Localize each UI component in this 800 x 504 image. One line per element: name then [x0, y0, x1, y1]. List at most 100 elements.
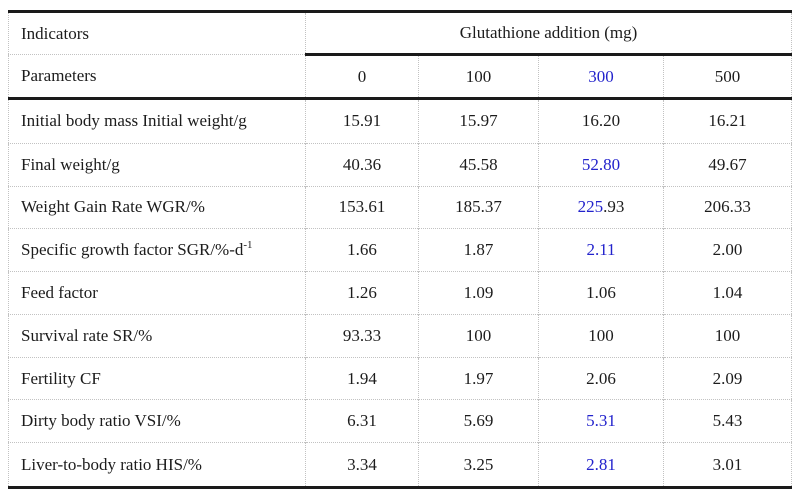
- value-cell: 49.67: [662, 142, 792, 187]
- row-label: Final weight/g: [8, 142, 306, 187]
- value-cell: 100: [538, 313, 664, 358]
- value-segment: 225: [577, 197, 604, 217]
- value-segment: 206.33: [704, 197, 751, 217]
- value-segment: 3.34: [347, 454, 377, 474]
- value-cell: 45.58: [418, 142, 539, 187]
- glutathione-group-header: Glutathione addition (mg): [304, 11, 792, 56]
- value-segment: 2.00: [712, 240, 743, 260]
- value-cell: 15.97: [418, 98, 539, 144]
- column-header-300: 300: [538, 54, 664, 100]
- unit-superscript: -1: [243, 238, 253, 251]
- value-segment: 100: [588, 325, 614, 345]
- value-cell: 1.06: [538, 271, 664, 315]
- value-segment: 3.25: [463, 454, 494, 474]
- glutathione-results-table: Indicators Glutathione addition (mg) Par…: [8, 10, 793, 489]
- row-label: Fertility CF: [8, 356, 306, 400]
- row-label: Liver-to-body ratio HIS/%: [8, 442, 306, 488]
- value-cell: 2.00: [662, 228, 792, 272]
- value-segment: 2.11: [586, 240, 616, 260]
- value-cell: 100: [662, 313, 792, 358]
- value-cell: 5.43: [662, 399, 792, 443]
- value-cell: 3.34: [305, 442, 419, 488]
- value-cell: 225.93: [538, 185, 664, 229]
- table-row: Initial body mass Initial weight/g 15.91 1…: [8, 98, 792, 144]
- value-segment: 15.91: [342, 111, 382, 131]
- value-segment: 153.61: [338, 197, 386, 217]
- value-cell: 153.61: [305, 185, 419, 229]
- value-cell: 5.69: [418, 399, 539, 443]
- value-cell: 2.11: [538, 228, 664, 272]
- value-segment: 1.87: [463, 240, 494, 260]
- value-cell: 93.33: [305, 313, 419, 358]
- value-segment: 5.69: [463, 411, 494, 431]
- value-segment: 2.81: [586, 454, 616, 474]
- table-row: Fertility CF 1.94 1.97 2.06 2.09: [8, 356, 792, 400]
- table-row: Specific growth factor SGR/%-d-1 1.66 1.87…: [8, 228, 792, 272]
- value-cell: 1.97: [418, 356, 539, 400]
- column-header-0: 0: [305, 54, 419, 100]
- value-cell: 1.26: [305, 271, 419, 315]
- value-segment: 1.97: [463, 368, 494, 388]
- value-cell: 1.04: [662, 271, 792, 315]
- value-segment: 2.09: [712, 368, 743, 388]
- table-row: Liver-to-body ratio HIS/% 3.34 3.25 2.81 3.0…: [8, 442, 792, 488]
- column-header-500: 500: [662, 54, 792, 100]
- value-segment: 52.80: [581, 154, 621, 174]
- row-label: Initial body mass Initial weight/g: [8, 98, 306, 144]
- value-segment: 45.58: [459, 154, 498, 174]
- value-segment: 100: [465, 325, 492, 345]
- value-segment: 15.97: [459, 111, 498, 131]
- indicators-header: Indicators: [21, 23, 89, 43]
- value-segment: 3.01: [712, 454, 743, 474]
- value-cell: 1.09: [418, 271, 539, 315]
- value-cell: 1.87: [418, 228, 539, 272]
- value-segment: 100: [714, 325, 741, 345]
- row-label: Feed factor: [8, 271, 306, 315]
- value-cell: 100: [418, 313, 539, 358]
- value-cell: 5.31: [538, 399, 664, 443]
- value-segment: 16.20: [581, 111, 621, 131]
- column-header-100: 100: [418, 54, 539, 100]
- parameters-header: Parameters: [8, 54, 306, 100]
- value-cell: 3.25: [418, 442, 539, 488]
- value-segment: 5.31: [586, 411, 616, 431]
- value-segment: 40.36: [342, 154, 382, 174]
- value-cell: 40.36: [305, 142, 419, 187]
- value-cell: 1.94: [305, 356, 419, 400]
- value-segment: 16.21: [708, 111, 747, 131]
- value-cell: 2.81: [538, 442, 664, 488]
- value-cell: 3.01: [662, 442, 792, 488]
- value-segment: 1.06: [586, 282, 616, 302]
- value-cell: 1.66: [305, 228, 419, 272]
- value-segment: 93.33: [342, 325, 382, 345]
- value-segment: 185.37: [455, 197, 502, 217]
- table-body: Initial body mass Initial weight/g 15.91 1…: [8, 98, 792, 488]
- table-row: Final weight/g 40.36 45.58 52.80 49.67: [8, 142, 792, 187]
- value-cell: 2.06: [538, 356, 664, 400]
- value-segment: 5.43: [712, 411, 743, 431]
- table-row: Weight Gain Rate WGR/% 153.61 185.37 225.93…: [8, 185, 792, 229]
- value-cell: 185.37: [418, 185, 539, 229]
- value-segment: 1.66: [347, 240, 377, 260]
- value-segment: 1.04: [712, 282, 743, 302]
- header-row-indicators: Indicators Glutathione addition (mg): [9, 11, 792, 56]
- value-cell: 2.09: [662, 356, 792, 400]
- value-segment: 1.94: [347, 368, 377, 388]
- value-segment: 6.31: [347, 411, 377, 431]
- table-row: Dirty body ratio VSI/% 6.31 5.69 5.31 5.43: [8, 399, 792, 443]
- row-label: Specific growth factor SGR/%-d-1: [8, 228, 306, 272]
- row-label: Weight Gain Rate WGR/%: [8, 185, 306, 229]
- value-segment: 1.09: [463, 282, 494, 302]
- value-cell: 206.33: [662, 185, 792, 229]
- value-cell: 52.80: [538, 142, 664, 187]
- value-cell: 16.20: [538, 98, 664, 144]
- row-label: Survival rate SR/%: [8, 313, 306, 358]
- value-segment: .93: [603, 197, 625, 217]
- row-label: Dirty body ratio VSI/%: [8, 399, 306, 443]
- value-segment: 1.26: [347, 282, 377, 302]
- value-cell: 15.91: [305, 98, 419, 144]
- value-segment: 2.06: [586, 368, 616, 388]
- value-segment: 49.67: [708, 154, 747, 174]
- table-row: Feed factor 1.26 1.09 1.06 1.04: [8, 271, 792, 315]
